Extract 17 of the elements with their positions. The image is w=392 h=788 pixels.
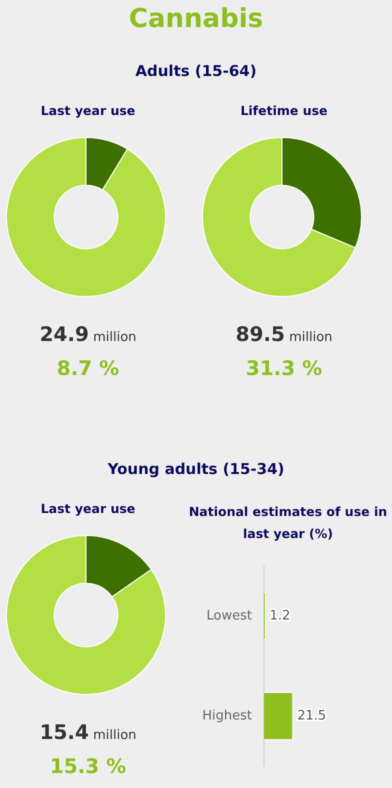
- text: 15.4 million: [40, 720, 136, 744]
- chart-subtitle: Young adults (15-34): [106, 460, 286, 478]
- text: 15.3 %: [48, 754, 128, 778]
- chart-title: Last year use: [40, 500, 136, 518]
- y-tick-label: Highest: [202, 708, 252, 724]
- text: 31.3 %: [244, 356, 324, 380]
- chart-title: Last year use: [40, 102, 136, 120]
- data-label: 21.5: [297, 708, 326, 724]
- chart-title: National estimates of use in last year (%): [188, 503, 388, 543]
- text: Cannabis: [128, 3, 264, 34]
- text: 24.9 million: [40, 322, 136, 346]
- text: 8.7 %: [56, 356, 120, 380]
- data-label: 1.2: [270, 608, 290, 624]
- text: 89.5 million: [236, 322, 332, 346]
- chart-title: Lifetime use: [239, 102, 329, 120]
- y-tick-label: Lowest: [206, 608, 252, 624]
- chart-subtitle: Adults (15-64): [134, 62, 258, 80]
